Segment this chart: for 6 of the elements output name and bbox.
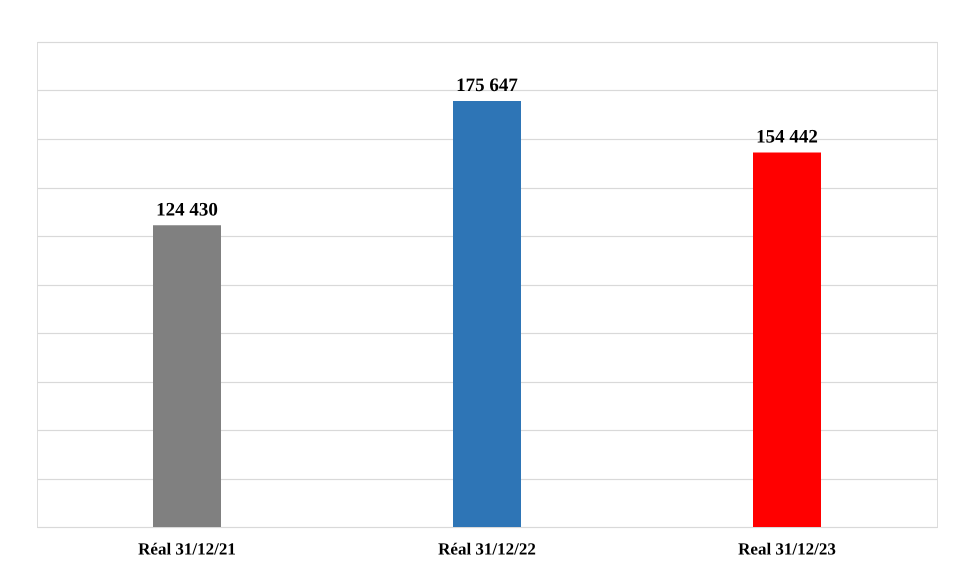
x-tick-label: Real 31/12/23 xyxy=(738,540,836,558)
data-label: 175 647 xyxy=(456,75,518,96)
x-tick-label: Réal 31/12/22 xyxy=(438,540,536,558)
data-label: 124 430 xyxy=(156,199,218,220)
x-tick-label: Réal 31/12/21 xyxy=(138,540,236,558)
data-label: 154 442 xyxy=(756,126,818,148)
